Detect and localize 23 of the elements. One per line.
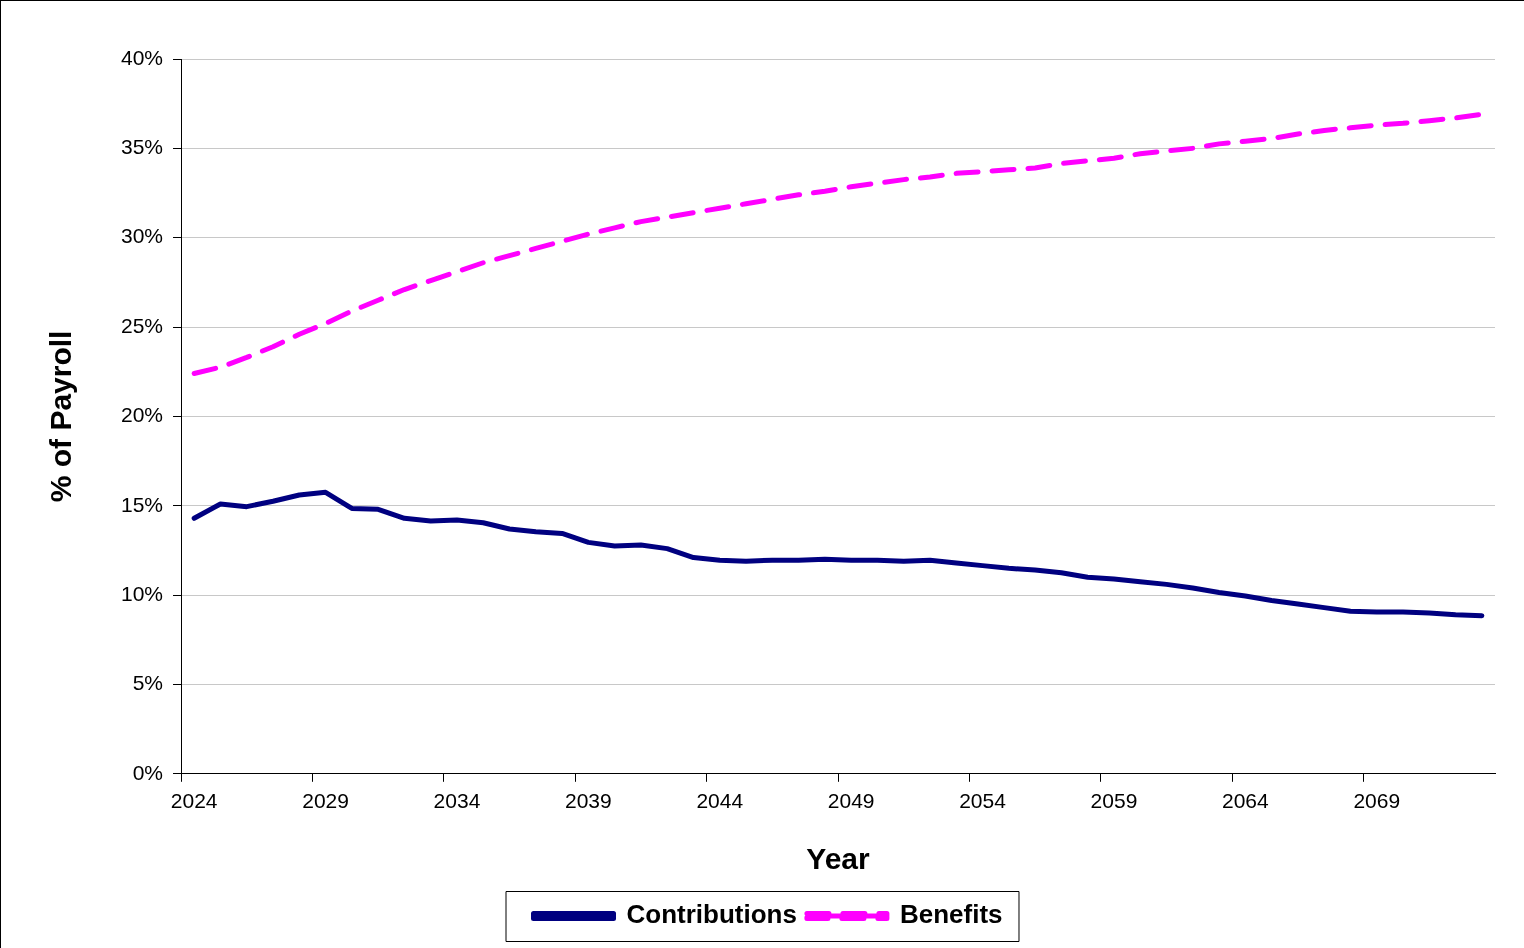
y-tick-label: 15%	[121, 492, 164, 516]
x-tick-label: 2064	[1221, 789, 1270, 813]
y-tick-label: 35%	[121, 135, 164, 159]
x-tick-label: 2029	[302, 789, 349, 813]
y-tick-label: 40%	[121, 45, 164, 69]
x-tick-label: 2034	[433, 789, 481, 813]
legend-label: Benefits	[899, 899, 1003, 930]
x-tick-label: 2049	[827, 789, 875, 813]
legend-label: Contributions	[626, 899, 797, 930]
x-tick-label: 2059	[1090, 789, 1138, 813]
x-tick-label: 2054	[959, 789, 1007, 813]
y-tick-label: 5%	[132, 671, 164, 695]
x-tick-label: 2039	[565, 789, 612, 813]
y-tick-label: 30%	[121, 224, 164, 248]
x-axis-title: Year	[806, 842, 871, 876]
y-axis-title: % of Payroll	[44, 330, 78, 503]
x-tick-label: 2024	[170, 789, 218, 813]
y-tick-label: 20%	[121, 403, 164, 427]
y-tick-label: 0%	[132, 760, 164, 784]
y-tick-label: 10%	[121, 581, 164, 605]
x-tick-label: 2044	[696, 789, 744, 813]
x-tick-label: 2069	[1353, 789, 1401, 813]
y-tick-label: 25%	[121, 313, 164, 337]
